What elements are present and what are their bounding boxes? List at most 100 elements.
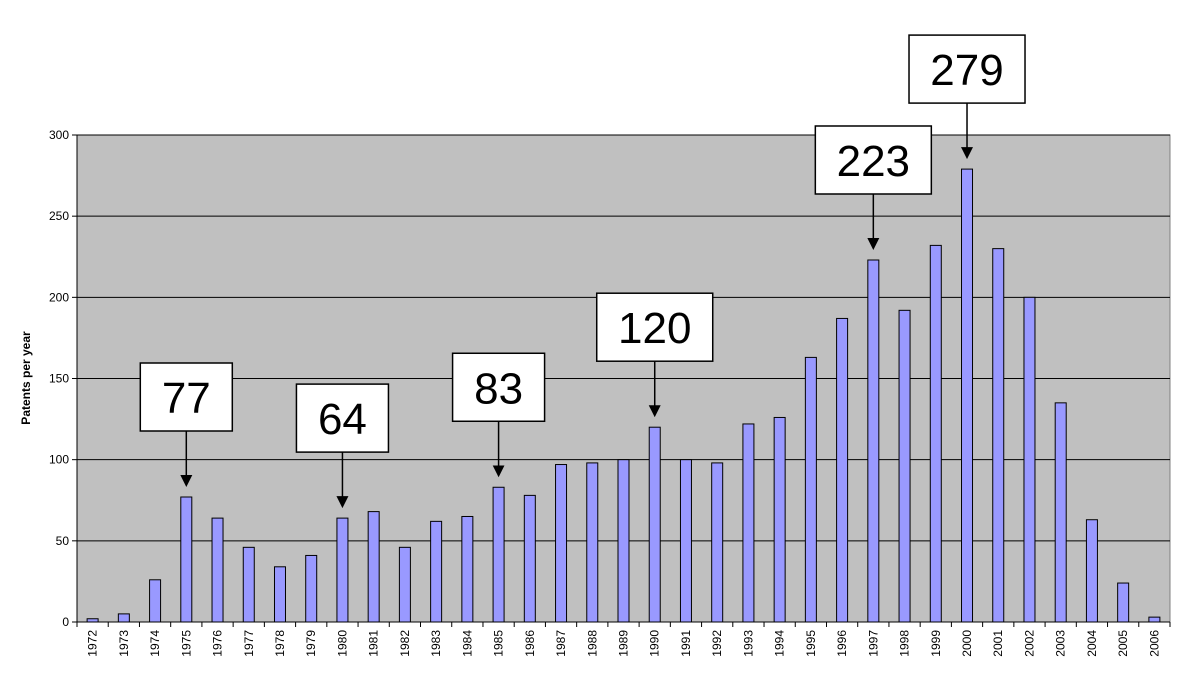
x-tick-labels: 1972 1973 1974 1975 1976 1977 1978 1979 1980 1981… xyxy=(76,622,1171,657)
bar-1988 xyxy=(586,462,599,623)
bar-1973 xyxy=(117,613,130,623)
x-tick-label: 1995 xyxy=(804,630,818,657)
callout-label: 83 xyxy=(474,364,523,413)
y-tick-label: 300 xyxy=(49,128,69,142)
bar-2003 xyxy=(1054,402,1067,623)
x-tick-label: 1996 xyxy=(835,630,849,657)
bar-1990 xyxy=(648,426,661,623)
bar-1976 xyxy=(211,517,224,623)
y-tick-labels: 0 50 100 150 200 250 300 xyxy=(49,128,77,629)
x-tick-label: 1998 xyxy=(898,630,912,657)
callout-box xyxy=(908,34,1026,104)
x-tick-label: 1994 xyxy=(773,630,787,657)
x-tick-label: 1975 xyxy=(179,630,193,657)
callout-box xyxy=(595,292,714,362)
x-tick-label: 1977 xyxy=(242,630,256,657)
bar-1994 xyxy=(773,416,786,623)
x-tick-label: 1981 xyxy=(367,630,381,657)
x-tick-label: 1979 xyxy=(304,630,318,657)
gridlines xyxy=(77,134,1170,542)
x-tick-label: 2005 xyxy=(1116,630,1130,657)
bar-1999 xyxy=(929,244,942,623)
bar-2006 xyxy=(1148,616,1161,623)
bar-1993 xyxy=(742,423,755,623)
x-tick-label: 1989 xyxy=(617,630,631,657)
x-tick-label: 1973 xyxy=(117,630,131,657)
x-tick-label: 2001 xyxy=(991,630,1005,657)
x-tick-label: 1984 xyxy=(460,630,474,657)
x-tick-label: 1992 xyxy=(710,630,724,657)
y-tick-label: 50 xyxy=(56,534,70,548)
callout-1985: 83 xyxy=(451,352,546,478)
bar-1977 xyxy=(242,546,255,623)
x-tick-label: 2000 xyxy=(960,630,974,657)
callout-1980: 64 xyxy=(295,383,390,509)
callout-box xyxy=(451,352,546,423)
bar-1992 xyxy=(711,462,724,623)
bar-1979 xyxy=(305,554,318,623)
x-tick-label: 1976 xyxy=(211,630,225,657)
x-tick-label: 1991 xyxy=(679,630,693,657)
x-tick-label: 2004 xyxy=(1085,630,1099,657)
callout-label: 120 xyxy=(618,304,691,353)
callout-box xyxy=(295,383,390,453)
callout-1997: 223 xyxy=(814,125,933,250)
x-tick-label: 1990 xyxy=(648,630,662,657)
bar-1981 xyxy=(367,511,380,623)
x-tick-label: 1993 xyxy=(741,630,755,657)
x-tick-label: 2003 xyxy=(1054,630,1068,657)
x-tick-label: 1978 xyxy=(273,630,287,657)
callout-label: 279 xyxy=(930,46,1003,95)
callout-1990: 120 xyxy=(595,292,714,418)
bar-2001 xyxy=(992,248,1005,623)
callouts: 77 64 83 120 223 279 xyxy=(139,34,1026,509)
bar-1974 xyxy=(149,579,162,623)
bar-1998 xyxy=(898,309,911,623)
callout-label: 77 xyxy=(162,374,211,423)
bar-2005 xyxy=(1117,582,1130,623)
x-tick-label: 1999 xyxy=(929,630,943,657)
y-axis-title: Patents per year xyxy=(19,331,33,425)
bar-1983 xyxy=(430,520,443,623)
bars xyxy=(86,168,1161,623)
callout-box xyxy=(139,362,234,432)
x-tick-label: 1985 xyxy=(492,630,506,657)
callout-box xyxy=(814,125,933,195)
x-tick-label: 1974 xyxy=(148,630,162,657)
bar-1987 xyxy=(555,464,568,623)
bar-1997 xyxy=(867,259,880,623)
y-tick-label: 0 xyxy=(62,615,69,629)
callout-1975: 77 xyxy=(139,362,234,488)
x-tick-label: 1982 xyxy=(398,630,412,657)
bar-1975 xyxy=(180,496,193,623)
bar-1984 xyxy=(461,515,474,623)
y-tick-label: 200 xyxy=(49,290,69,304)
y-tick-label: 100 xyxy=(49,453,69,467)
y-tick-label: 150 xyxy=(49,372,69,386)
x-tick-label: 1980 xyxy=(335,630,349,657)
bar-1985 xyxy=(492,486,505,623)
x-tick-label: 1986 xyxy=(523,630,537,657)
bar-2004 xyxy=(1085,519,1098,623)
callout-label: 64 xyxy=(318,395,367,444)
x-tick-label: 1987 xyxy=(554,630,568,657)
bar-1980 xyxy=(336,517,349,623)
bar-1989 xyxy=(617,459,630,623)
y-tick-label: 250 xyxy=(49,209,69,223)
bar-1978 xyxy=(273,566,286,623)
x-tick-label: 1972 xyxy=(86,630,100,657)
x-tick-label: 2006 xyxy=(1147,630,1161,657)
bar-1982 xyxy=(398,546,411,623)
bar-2000 xyxy=(961,168,974,623)
x-tick-label: 2002 xyxy=(1022,630,1036,657)
x-tick-label: 1997 xyxy=(866,630,880,657)
bar-1995 xyxy=(804,356,817,623)
bar-1986 xyxy=(523,494,536,623)
x-tick-label: 1983 xyxy=(429,630,443,657)
bar-1996 xyxy=(836,317,849,623)
bar-1991 xyxy=(679,459,692,623)
x-tick-label: 1988 xyxy=(585,630,599,657)
callout-2000: 279 xyxy=(908,34,1026,160)
bar-2002 xyxy=(1023,296,1036,623)
